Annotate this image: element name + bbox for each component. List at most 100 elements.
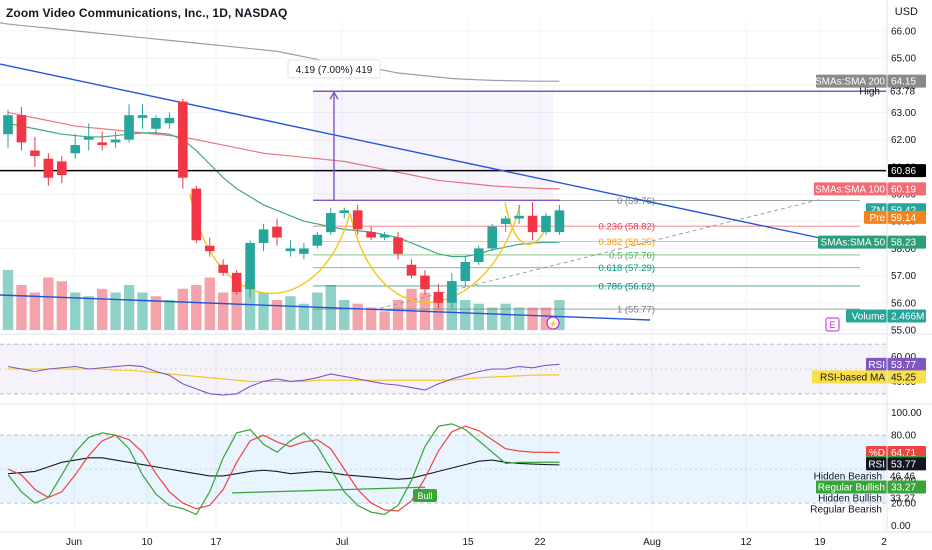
x-axis-tick: Jul xyxy=(336,537,349,548)
stoch-rsi-line xyxy=(7,457,560,480)
sma200-tag-label: SMAs:SMA 200 xyxy=(815,77,885,88)
volume-bar xyxy=(177,288,189,330)
candle-body xyxy=(312,234,323,246)
candle-body xyxy=(541,215,551,233)
volume-bar xyxy=(70,292,81,330)
candle-body xyxy=(393,237,403,254)
fib-level-label: 0.786 (56.62) xyxy=(598,281,655,292)
rsi-tag-value: 53.77 xyxy=(891,360,916,371)
sma200-tag-value-box xyxy=(888,74,926,88)
volume-bar xyxy=(339,300,350,330)
regular-bullish-tag-value: 33.27 xyxy=(891,483,916,494)
candle-body xyxy=(110,139,121,143)
candle-body xyxy=(57,161,67,175)
regular-bullish-tag-value-box xyxy=(888,480,926,494)
x-axis-tick: 12 xyxy=(740,537,752,548)
candle-body xyxy=(514,215,524,219)
stoch-band xyxy=(0,435,886,504)
candle-body xyxy=(231,272,242,292)
volume-bar xyxy=(554,300,565,330)
candle-body xyxy=(500,218,511,224)
descending-trendline-upper xyxy=(0,63,821,239)
volume-tag-label-box xyxy=(846,309,888,323)
measure-arrowhead xyxy=(329,90,339,100)
rsi-tag-value-box xyxy=(888,357,926,371)
candle-body xyxy=(447,281,457,303)
candle-body xyxy=(16,115,27,143)
measure-label: 4.19 (7.00%) 419 xyxy=(296,65,373,76)
price-axis-tick: 63.00 xyxy=(891,108,916,119)
sma200-tag-value: 64.15 xyxy=(891,77,916,88)
hidden-bullish-value: 33.27 xyxy=(890,494,915,505)
stoch-rsi-tag-label-box xyxy=(866,457,888,471)
stoch-axis-tick: 20.00 xyxy=(891,499,916,510)
pre-tag-value-box xyxy=(888,210,926,224)
candle-body xyxy=(178,101,188,178)
zm-tag-label: ZM xyxy=(871,205,885,216)
volume-tag-value-box xyxy=(888,309,926,323)
volume-bar xyxy=(123,285,135,330)
candle-body xyxy=(406,264,417,276)
candle-body xyxy=(554,210,565,233)
rsi-ma-tag-value-box xyxy=(888,370,926,384)
candle-body xyxy=(487,226,497,249)
candle-body xyxy=(379,234,390,238)
rsi-line xyxy=(7,363,560,396)
stoch-d-line xyxy=(7,425,560,512)
stoch-d-tag-value: 64.71 xyxy=(891,448,916,459)
measure-label-box xyxy=(287,59,381,79)
volume-tag-label: Volume xyxy=(852,312,886,323)
volume-bar xyxy=(298,303,310,330)
volume-bar xyxy=(218,292,229,330)
cup-pattern-left xyxy=(189,193,351,295)
earnings-badge: E xyxy=(829,320,835,330)
sma100-tag-value-box xyxy=(888,182,926,196)
regular-bearish-label: Regular Bearish xyxy=(810,505,882,516)
high-value: 63.78 xyxy=(890,87,915,98)
stoch-axis-tick: 80.00 xyxy=(891,431,916,442)
fib-level-label: 0.618 (57.29) xyxy=(598,263,655,274)
price-axis-tick: 55.00 xyxy=(891,326,916,337)
chart-title: Zoom Video Communications, Inc., 1D, NAS… xyxy=(6,6,288,20)
volume-bar xyxy=(137,292,148,330)
x-axis-tick: 17 xyxy=(210,537,222,548)
volume-bar xyxy=(446,292,458,330)
rsi-tag-label-box xyxy=(866,357,888,371)
pre-tag-value: 59.14 xyxy=(891,213,916,224)
candle-body xyxy=(43,158,54,178)
rsi-axis-tick: 60.00 xyxy=(891,352,916,363)
fib-level-label: 0 (59.76) xyxy=(617,196,655,207)
candle-body xyxy=(433,291,444,303)
candle-body xyxy=(420,275,430,290)
sma50-line xyxy=(7,122,560,258)
volume-bar xyxy=(83,296,94,330)
candle-body xyxy=(326,213,336,233)
volume-bar xyxy=(244,281,256,330)
volume-bar xyxy=(312,292,323,330)
price-axis-tick: 58.00 xyxy=(891,244,916,255)
stoch-rsi-tag-value-box xyxy=(888,457,926,471)
rsi-ma-tag-label: RSI-based MA xyxy=(820,372,885,383)
sma50-tag-label-box xyxy=(818,235,888,249)
candle-body xyxy=(151,117,161,129)
candle-body xyxy=(124,115,134,140)
high-label: High xyxy=(859,87,880,98)
cup-pattern-mid xyxy=(349,204,521,303)
measure-area xyxy=(313,91,553,201)
candle-body xyxy=(83,136,94,140)
volume-bar xyxy=(43,277,54,330)
regular-bullish-tag-label: Regular Bullish xyxy=(818,483,885,494)
bull-label-box xyxy=(413,489,437,502)
candle-body xyxy=(285,248,296,252)
volume-bar xyxy=(164,300,175,330)
x-axis-tick: Aug xyxy=(643,537,661,548)
x-axis-tick: 2 xyxy=(881,537,887,548)
price-axis-tick: 65.00 xyxy=(891,54,916,65)
x-axis-tick: 19 xyxy=(814,537,826,548)
rsi-ma-tag-value: 45.25 xyxy=(891,372,916,383)
volume-bar xyxy=(110,292,121,330)
price-axis-tick: 62.00 xyxy=(891,135,916,146)
pre-tag-label: Pre xyxy=(869,213,885,224)
volume-bar xyxy=(271,300,283,330)
